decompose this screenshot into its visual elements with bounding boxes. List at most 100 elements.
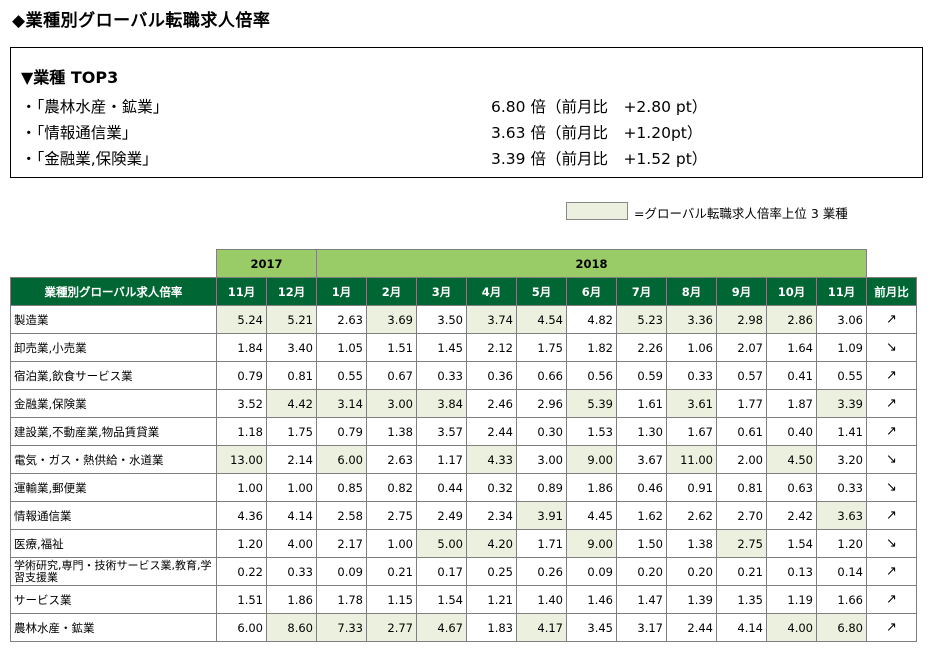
industry-name: 農林水産・鉱業 (10, 613, 217, 642)
industry-name: 建設業,不動産業,物品賃貸業 (10, 417, 217, 446)
top3-summary-box: ▼業種 TOP3 ・「農林水産・鉱業」 6.80 倍（前月比 +2.80 pt）… (10, 47, 923, 178)
ratio-cell: 1.82 (566, 333, 617, 362)
ratio-cell: 4.00 (766, 613, 817, 642)
table-row: 学術研究,専門・技術サービス業,教育,学習支援業 0.22 0.33 0.09 0.21… (10, 557, 917, 586)
ratio-cell: 4.14 (266, 501, 317, 530)
ratio-cell: 2.00 (716, 445, 767, 474)
trend-up-icon: ↗ (866, 417, 917, 446)
ratio-cell: 2.34 (466, 501, 517, 530)
ratio-cell: 4.67 (416, 613, 467, 642)
ratio-cell: 5.00 (416, 529, 467, 558)
ratio-cell: 1.17 (416, 445, 467, 474)
table-row: 製造業 5.24 5.21 2.63 3.69 3.50 3.74 4.54 4.82 5.23 3… (10, 305, 917, 334)
month-header: 3月 (416, 277, 467, 306)
ratio-cell: 0.55 (816, 361, 867, 390)
top3-item-label: ・「農林水産・鉱業」 (21, 98, 169, 116)
ratio-cell: 0.33 (416, 361, 467, 390)
table-row: 運輸業,郵便業 1.00 1.00 0.85 0.82 0.44 0.32 0.89 1.86 0… (10, 473, 917, 502)
table-row: 卸売業,小売業 1.84 3.40 1.05 1.51 1.45 2.12 1.75 1.82 2… (10, 333, 917, 362)
ratio-cell: 9.00 (566, 529, 617, 558)
ratio-cell: 1.18 (216, 417, 267, 446)
ratio-cell: 1.83 (466, 613, 517, 642)
trend-down-icon: ↘ (866, 529, 917, 558)
ratio-cell: 3.50 (416, 305, 467, 334)
table-row: サービス業 1.51 1.86 1.78 1.15 1.54 1.21 1.40 1.46 1.4… (10, 585, 917, 614)
industry-name: 宿泊業,飲食サービス業 (10, 361, 217, 390)
ratio-cell: 0.20 (666, 557, 717, 586)
month-header: 10月 (766, 277, 817, 306)
row-header-label: 業種別グローバル求人倍率 (10, 277, 217, 306)
industry-name: 製造業 (10, 305, 217, 334)
ratio-cell: 2.75 (366, 501, 417, 530)
ratio-cell: 3.84 (416, 389, 467, 418)
ratio-cell: 3.00 (366, 389, 417, 418)
ratio-cell: 8.60 (266, 613, 317, 642)
ratio-cell: 3.40 (266, 333, 317, 362)
ratio-cell: 1.20 (216, 529, 267, 558)
ratio-cell: 0.61 (716, 417, 767, 446)
ratio-cell: 3.57 (416, 417, 467, 446)
ratio-cell: 1.54 (416, 585, 467, 614)
ratio-cell: 0.89 (516, 473, 567, 502)
ratio-cell: 4.00 (266, 529, 317, 558)
ratio-cell: 2.42 (766, 501, 817, 530)
top3-item-label: ・「金融業,保険業」 (21, 150, 158, 168)
table-row: 医療,福祉 1.20 4.00 2.17 1.00 5.00 4.20 1.71 9.00 1.5… (10, 529, 917, 558)
ratio-cell: 1.64 (766, 333, 817, 362)
table-row: 金融業,保険業 3.52 4.42 3.14 3.00 3.84 2.46 2.96 5.39 1… (10, 389, 917, 418)
ratio-cell: 1.86 (266, 585, 317, 614)
ratio-cell: 1.06 (666, 333, 717, 362)
ratio-cell: 4.54 (516, 305, 567, 334)
month-header: 5月 (516, 277, 567, 306)
ratio-cell: 1.45 (416, 333, 467, 362)
ratio-cell: 0.33 (666, 361, 717, 390)
ratio-cell: 1.50 (616, 529, 667, 558)
ratio-cell: 0.30 (516, 417, 567, 446)
ratio-cell: 1.41 (816, 417, 867, 446)
ratio-cell: 5.39 (566, 389, 617, 418)
ratio-cell: 0.32 (466, 473, 517, 502)
ratio-cell: 3.20 (816, 445, 867, 474)
industry-name: サービス業 (10, 585, 217, 614)
ratio-cell: 0.44 (416, 473, 467, 502)
ratio-cell: 2.49 (416, 501, 467, 530)
ratio-cell: 2.98 (716, 305, 767, 334)
ratio-cell: 3.69 (366, 305, 417, 334)
ratio-cell: 0.41 (766, 361, 817, 390)
ratio-cell: 1.00 (266, 473, 317, 502)
ratio-cell: 3.14 (316, 389, 367, 418)
month-header: 4月 (466, 277, 517, 306)
ratio-cell: 0.79 (216, 361, 267, 390)
ratio-cell: 2.44 (666, 613, 717, 642)
top3-item-value: 3.39 倍（前月比 +1.52 pt） (491, 150, 708, 168)
industry-name: 電気・ガス・熱供給・水道業 (10, 445, 217, 474)
industry-name: 金融業,保険業 (10, 389, 217, 418)
ratio-cell: 2.46 (466, 389, 517, 418)
year-header-row: 2017 2018 (11, 249, 917, 278)
trend-up-icon: ↗ (866, 501, 917, 530)
table-body: 製造業 5.24 5.21 2.63 3.69 3.50 3.74 4.54 4.82 5.23 3… (10, 305, 917, 642)
industry-ratio-table: 2017 2018 業種別グローバル求人倍率 11月 12月 1月 2月 3月 4月 5月 6… (10, 249, 917, 642)
ratio-cell: 2.44 (466, 417, 517, 446)
ratio-cell: 0.57 (716, 361, 767, 390)
ratio-cell: 0.21 (716, 557, 767, 586)
ratio-cell: 1.54 (766, 529, 817, 558)
ratio-cell: 0.25 (466, 557, 517, 586)
ratio-cell: 2.07 (716, 333, 767, 362)
ratio-cell: 1.62 (616, 501, 667, 530)
ratio-cell: 3.61 (666, 389, 717, 418)
ratio-cell: 2.96 (516, 389, 567, 418)
ratio-cell: 1.75 (266, 417, 317, 446)
table-row: 建設業,不動産業,物品賃貸業 1.18 1.75 0.79 1.38 3.57 2.44 0.… (10, 417, 917, 446)
ratio-cell: 4.42 (266, 389, 317, 418)
ratio-cell: 4.20 (466, 529, 517, 558)
ratio-cell: 2.75 (716, 529, 767, 558)
month-header: 12月 (266, 277, 317, 306)
ratio-cell: 0.22 (216, 557, 267, 586)
ratio-cell: 1.39 (666, 585, 717, 614)
ratio-cell: 1.40 (516, 585, 567, 614)
trend-up-icon: ↗ (866, 613, 917, 642)
ratio-cell: 2.12 (466, 333, 517, 362)
ratio-cell: 1.77 (716, 389, 767, 418)
ratio-cell: 4.45 (566, 501, 617, 530)
